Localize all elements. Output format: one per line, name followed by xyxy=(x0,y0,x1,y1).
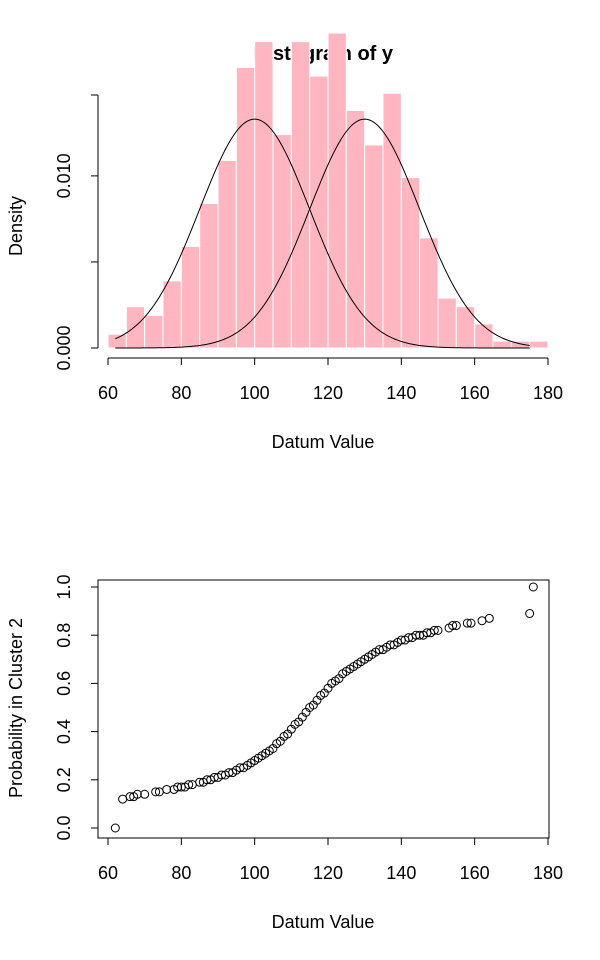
scatter-point xyxy=(462,618,472,628)
scatter-point xyxy=(433,625,443,635)
histogram-bar xyxy=(144,314,164,349)
y-tick-label: 0.6 xyxy=(54,671,74,696)
scatter-point xyxy=(411,630,421,640)
scatter-point xyxy=(528,582,538,592)
scatter-plot-box xyxy=(97,579,550,839)
y-tick-label: 0.010 xyxy=(54,153,74,198)
histogram-bar xyxy=(309,75,329,349)
histogram-bars xyxy=(107,32,549,349)
histogram-bar xyxy=(474,323,494,349)
histogram-bar xyxy=(382,92,402,349)
scatter-point xyxy=(140,789,150,799)
histogram-bar xyxy=(364,144,384,349)
scatter-point xyxy=(151,787,161,797)
y-tick-label: 0.2 xyxy=(54,767,74,792)
scatter-y-label: Probability in Cluster 2 xyxy=(6,618,26,798)
histogram-bar xyxy=(235,66,256,349)
histogram-bar xyxy=(437,297,457,349)
x-tick-label: 80 xyxy=(171,863,191,883)
y-tick-label: 1.0 xyxy=(54,574,74,599)
scatter-point xyxy=(162,784,172,794)
y-tick-label: 0.000 xyxy=(54,325,74,370)
scatter-point xyxy=(184,780,194,790)
x-tick-label: 80 xyxy=(171,383,191,403)
x-tick-label: 180 xyxy=(533,863,563,883)
histogram-panel: Histogram of y 60 80 100 120 140 160 180 0.000… xyxy=(6,32,563,452)
x-tick-label: 180 xyxy=(533,383,563,403)
x-tick-label: 60 xyxy=(98,863,118,883)
histogram-bar xyxy=(162,280,182,349)
x-tick-label: 160 xyxy=(460,383,490,403)
histogram-bar xyxy=(254,41,274,349)
scatter-y-axis: 0.0 0.2 0.4 0.6 0.8 1.0 xyxy=(54,574,98,841)
histogram-x-label: Datum Value xyxy=(272,432,375,452)
scatter-panel: 60 80 100 120 140 160 180 0.0 0.2 0.4 0.6 0.8 1.0 D… xyxy=(6,574,563,932)
histogram-bar xyxy=(217,159,237,349)
x-tick-label: 100 xyxy=(240,863,270,883)
density-curve xyxy=(115,118,530,349)
x-tick-label: 140 xyxy=(386,383,416,403)
scatter-point xyxy=(173,782,183,792)
y-tick-label: 0.8 xyxy=(54,623,74,648)
histogram-bar xyxy=(125,306,146,349)
histogram-y-label: Density xyxy=(6,196,26,256)
scatter-point xyxy=(484,613,494,623)
x-tick-label: 60 xyxy=(98,383,118,403)
density-curve xyxy=(115,118,530,349)
x-tick-label: 120 xyxy=(313,383,343,403)
density-curves xyxy=(115,118,530,349)
scatter-point xyxy=(477,616,487,626)
x-tick-label: 160 xyxy=(460,863,490,883)
histogram-bar xyxy=(492,340,512,349)
histogram-bar xyxy=(107,333,127,349)
x-tick-label: 100 xyxy=(240,383,270,403)
histogram-bar xyxy=(455,306,476,349)
scatter-x-label: Datum Value xyxy=(272,912,375,932)
y-tick-label: 0.4 xyxy=(54,719,74,744)
scatter-point xyxy=(525,609,535,619)
histogram-bar xyxy=(199,202,219,349)
histogram-y-axis: 0.000 0.010 xyxy=(54,94,99,371)
scatter-point xyxy=(448,621,458,631)
scatter-point xyxy=(118,794,128,804)
x-tick-label: 140 xyxy=(386,863,416,883)
histogram-title: Histogram of y xyxy=(253,43,394,65)
scatter-point xyxy=(110,823,120,833)
histogram-x-axis: 60 80 100 120 140 160 180 xyxy=(98,357,563,403)
y-tick-label: 0.0 xyxy=(54,815,74,840)
histogram-bar xyxy=(327,32,347,349)
x-tick-label: 120 xyxy=(313,863,343,883)
scatter-point xyxy=(132,789,142,799)
scatter-points xyxy=(110,582,538,833)
histogram-bar xyxy=(180,245,201,349)
histogram-bar xyxy=(345,109,366,349)
histogram-bar xyxy=(529,340,549,349)
histogram-bar xyxy=(272,134,292,349)
scatter-point xyxy=(451,621,461,631)
scatter-x-axis: 60 80 100 120 140 160 180 xyxy=(98,837,563,883)
histogram-bar xyxy=(290,41,311,349)
histogram-bar xyxy=(419,237,439,349)
scatter-point xyxy=(429,625,439,635)
scatter-point xyxy=(466,618,476,628)
